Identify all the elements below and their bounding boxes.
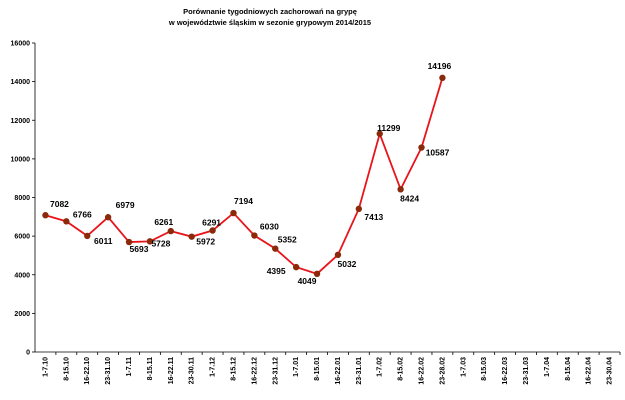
x-tick-label: 16-22.12 — [251, 357, 258, 385]
data-point — [355, 205, 363, 213]
y-tick-label: 8000 — [14, 195, 30, 202]
x-tick-label: 8-15.01 — [314, 357, 321, 381]
x-tick-label: 23-30.04 — [607, 357, 614, 385]
x-tick-label: 23-28.02 — [439, 357, 446, 385]
y-tick-label: 14000 — [11, 79, 31, 86]
x-tick-label: 1-7.11 — [126, 357, 133, 377]
y-tick-label: 0 — [26, 350, 30, 357]
data-point — [42, 212, 49, 219]
data-point — [439, 74, 446, 82]
data-label: 4395 — [267, 266, 286, 276]
x-tick-label: 1-7.03 — [460, 357, 467, 377]
data-label: 5352 — [278, 235, 297, 245]
data-point — [251, 232, 258, 239]
data-point — [313, 270, 321, 278]
data-label: 4049 — [298, 276, 317, 286]
x-tick-label: 1-7.10 — [42, 357, 49, 377]
data-point — [230, 209, 237, 217]
data-label: 5728 — [151, 238, 170, 248]
x-tick-label: 8-15.02 — [398, 357, 405, 381]
data-label: 6766 — [73, 209, 92, 219]
data-label: 5032 — [337, 259, 356, 269]
x-tick-label: 23-30.11 — [189, 357, 196, 384]
y-tick-label: 10000 — [11, 156, 31, 163]
x-tick-label: 23-31.01 — [356, 357, 363, 385]
data-label: 5972 — [196, 237, 215, 247]
data-point — [272, 245, 279, 252]
x-tick-label: 8-15.10 — [63, 357, 70, 381]
x-tick-label: 8-15.12 — [230, 357, 237, 381]
data-label: 10587 — [426, 148, 450, 158]
data-label: 8424 — [400, 193, 419, 203]
data-point — [84, 232, 91, 240]
data-point — [209, 227, 216, 234]
data-point — [418, 144, 425, 151]
x-tick-label: 8-15.11 — [147, 357, 154, 380]
data-label: 14196 — [428, 61, 452, 71]
data-label: 6291 — [202, 218, 221, 228]
y-tick-label: 2000 — [14, 311, 30, 318]
data-point — [188, 233, 195, 240]
chart-title: Porównanie tygodniowych zachorowań na gr… — [183, 7, 357, 16]
data-point — [125, 238, 133, 246]
x-tick-label: 23-31.03 — [523, 357, 530, 385]
x-tick-label: 1-7.12 — [210, 357, 217, 377]
y-tick-label: 4000 — [14, 272, 30, 279]
data-label: 7194 — [234, 196, 253, 206]
x-tick-label: 16-22.01 — [335, 357, 342, 385]
data-point — [376, 130, 383, 137]
x-tick-label: 1-7.01 — [293, 357, 300, 377]
x-tick-label: 16-22.03 — [502, 357, 509, 385]
data-label: 5693 — [130, 244, 149, 254]
data-label: 6011 — [94, 236, 113, 246]
data-point — [292, 263, 300, 271]
x-tick-label: 8-15.03 — [481, 357, 488, 381]
data-line — [45, 77, 444, 275]
data-point — [397, 186, 404, 193]
data-point — [334, 251, 342, 259]
data-label: 7082 — [50, 199, 69, 209]
x-tick-label: 16-22.10 — [84, 357, 91, 385]
data-label: 6030 — [260, 222, 279, 232]
x-tick-label: 16-22.02 — [419, 357, 426, 385]
x-tick-label: 8-15.04 — [565, 357, 572, 381]
y-tick-label: 12000 — [11, 118, 31, 125]
x-tick-label: 1-7.04 — [544, 357, 551, 377]
data-point — [104, 214, 112, 221]
data-point — [63, 218, 70, 225]
y-tick-label: 6000 — [14, 234, 30, 241]
data-label: 11299 — [377, 123, 400, 133]
chart-title: w województwie śląskim w sezonie grypowy… — [168, 18, 371, 27]
data-label: 6979 — [116, 200, 135, 210]
x-tick-label: 16-22.04 — [586, 357, 593, 385]
data-point — [146, 238, 154, 245]
x-tick-label: 1-7.02 — [377, 357, 384, 377]
x-tick-label: 16-22.11 — [168, 357, 175, 384]
x-tick-label: 23-31.12 — [272, 357, 279, 385]
data-point — [167, 227, 175, 235]
data-label: 6261 — [154, 217, 173, 227]
y-tick-label: 16000 — [11, 41, 31, 48]
x-tick-label: 23-31.10 — [105, 357, 112, 385]
data-label: 7413 — [364, 212, 383, 222]
